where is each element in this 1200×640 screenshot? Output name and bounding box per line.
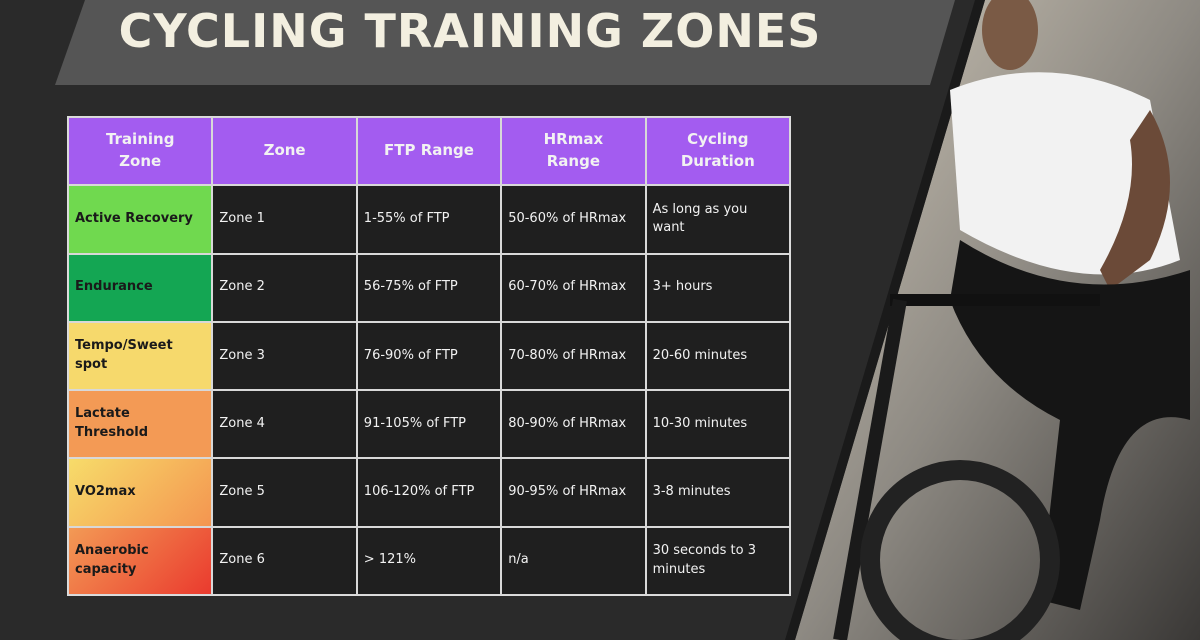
table-cell: 1-55% of FTP xyxy=(356,185,502,254)
table-cell: As long as you want xyxy=(645,185,790,254)
table-cell: 3-8 minutes xyxy=(645,458,790,527)
header-cell: HRmax Range xyxy=(501,117,646,186)
table-cell: Zone 5 xyxy=(212,458,357,527)
header-cell: Zone xyxy=(212,117,357,186)
table-cell: 10-30 minutes xyxy=(645,390,790,459)
table-cell: 80-90% of HRmax xyxy=(501,390,646,459)
table-cell: 50-60% of HRmax xyxy=(501,185,646,254)
table-cell: > 121% xyxy=(356,526,502,595)
table-cell: 60-70% of HRmax xyxy=(501,253,646,322)
table-cell: 3+ hours xyxy=(645,253,790,322)
table-cell: 91-105% of FTP xyxy=(356,390,502,459)
zones-table: Training Zone Zone FTP Range HRmax Range Cyc… xyxy=(67,116,791,596)
table-cell: 76-90% of FTP xyxy=(356,321,502,391)
table-cell: n/a xyxy=(501,526,646,595)
table-cell: Zone 3 xyxy=(212,321,357,391)
title: CYCLING TRAINING ZONES xyxy=(118,4,822,58)
table-cell: Zone 4 xyxy=(212,390,357,459)
zone-name: Anaerobic capacity xyxy=(68,526,213,595)
title-banner xyxy=(55,0,955,85)
photo-edge xyxy=(785,0,985,640)
zone-name: Endurance xyxy=(68,253,213,322)
table-cell: 56-75% of FTP xyxy=(356,253,502,322)
header-cell: Cycling Duration xyxy=(645,117,790,186)
table-cell: Zone 1 xyxy=(212,185,357,254)
table-cell: 20-60 minutes xyxy=(645,321,790,391)
table-cell: 30 seconds to 3 minutes xyxy=(645,526,790,595)
table-cell: 70-80% of HRmax xyxy=(501,321,646,391)
zone-name: VO2max xyxy=(68,458,213,527)
table-cell: 106-120% of FTP xyxy=(356,458,502,527)
header-cell: FTP Range xyxy=(356,117,502,186)
cyclist xyxy=(833,0,1190,640)
header-cell: Training Zone xyxy=(68,117,213,186)
table-cell: 90-95% of HRmax xyxy=(501,458,646,527)
zone-name: Lactate Threshold xyxy=(68,390,213,459)
zone-name: Active Recovery xyxy=(68,185,213,254)
table-cell: Zone 6 xyxy=(212,526,357,595)
zone-name: Tempo/Sweet spot xyxy=(68,321,213,391)
table-cell: Zone 2 xyxy=(212,253,357,322)
